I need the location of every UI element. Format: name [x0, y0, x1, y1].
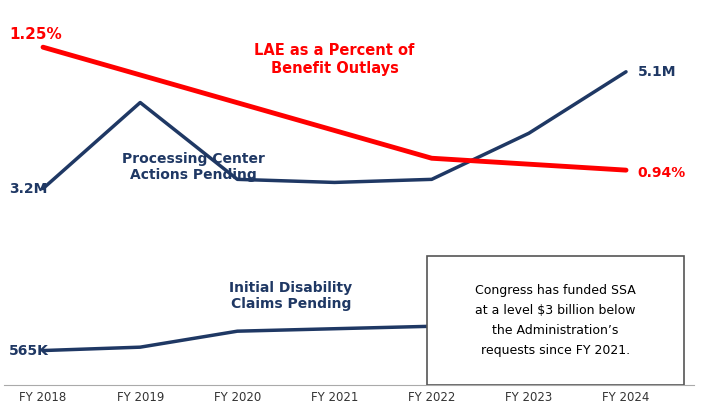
Text: 0.94%: 0.94% — [637, 166, 686, 180]
Text: Processing Center
Actions Pending: Processing Center Actions Pending — [122, 152, 265, 182]
FancyBboxPatch shape — [427, 256, 684, 385]
Text: LAE as a Percent of
Benefit Outlays: LAE as a Percent of Benefit Outlays — [254, 43, 415, 76]
Text: Congress has funded SSA
at a level $3 billion below
the Administration’s
request: Congress has funded SSA at a level $3 bi… — [475, 284, 636, 357]
Text: 5.1M: 5.1M — [637, 65, 676, 79]
Text: 1.25%: 1.25% — [9, 27, 62, 42]
Text: 3.2M: 3.2M — [9, 182, 48, 195]
Text: Initial Disability
Claims Pending: Initial Disability Claims Pending — [230, 281, 352, 311]
Text: 565K: 565K — [9, 344, 49, 357]
Text: 1.2M: 1.2M — [637, 304, 676, 319]
